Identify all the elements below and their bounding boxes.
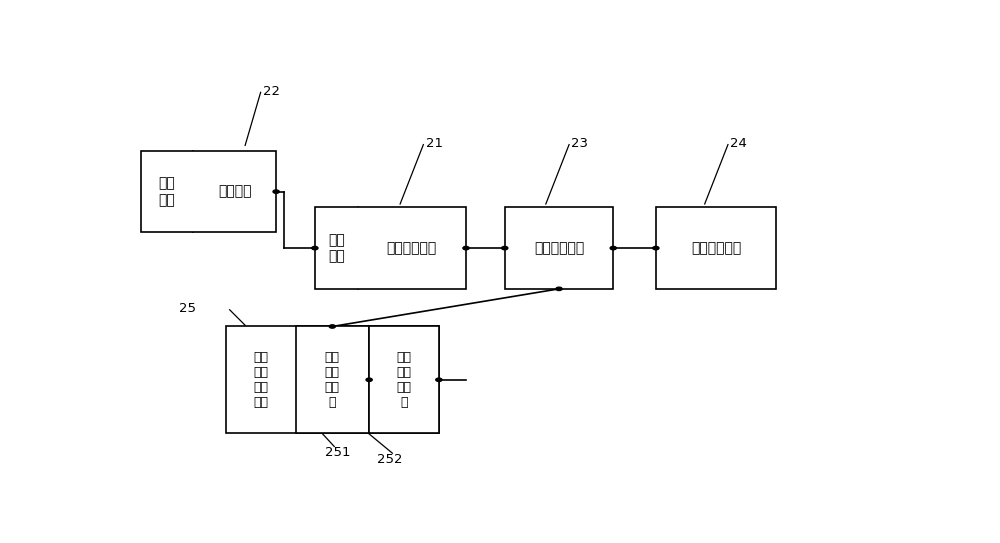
Text: 22: 22 [263, 85, 280, 98]
Circle shape [312, 247, 318, 250]
Text: 接入
模块: 接入 模块 [328, 233, 345, 263]
Circle shape [653, 247, 659, 250]
Bar [140, 151, 276, 232]
Text: 消息队列模块: 消息队列模块 [534, 241, 584, 255]
Text: 接入
模块: 接入 模块 [158, 176, 175, 207]
Text: 24: 24 [730, 137, 747, 150]
Bar [296, 326, 369, 433]
Bar [226, 326, 439, 433]
Text: 25: 25 [179, 302, 196, 315]
Bar [505, 207, 613, 289]
Text: 考勤服务模块: 考勤服务模块 [691, 241, 741, 255]
Text: 数据
同步
中心
模块: 数据 同步 中心 模块 [253, 351, 268, 409]
Text: 252: 252 [377, 453, 402, 466]
Circle shape [502, 247, 508, 250]
Text: 数据
同步
子模
块: 数据 同步 子模 块 [396, 351, 412, 409]
Circle shape [273, 190, 279, 193]
Circle shape [436, 378, 442, 382]
Circle shape [610, 247, 616, 250]
Text: 23: 23 [571, 137, 588, 150]
Circle shape [556, 287, 562, 291]
Bar [315, 207, 466, 289]
Text: 251: 251 [325, 446, 350, 459]
Circle shape [463, 247, 469, 250]
Text: 用户中心模块: 用户中心模块 [387, 241, 437, 255]
Text: 消息
队列
子模
块: 消息 队列 子模 块 [325, 351, 340, 409]
Text: 21: 21 [426, 137, 443, 150]
Circle shape [329, 325, 335, 328]
Text: 接入模块: 接入模块 [218, 185, 251, 199]
Circle shape [366, 378, 372, 382]
Bar [369, 326, 439, 433]
Bar [656, 207, 776, 289]
